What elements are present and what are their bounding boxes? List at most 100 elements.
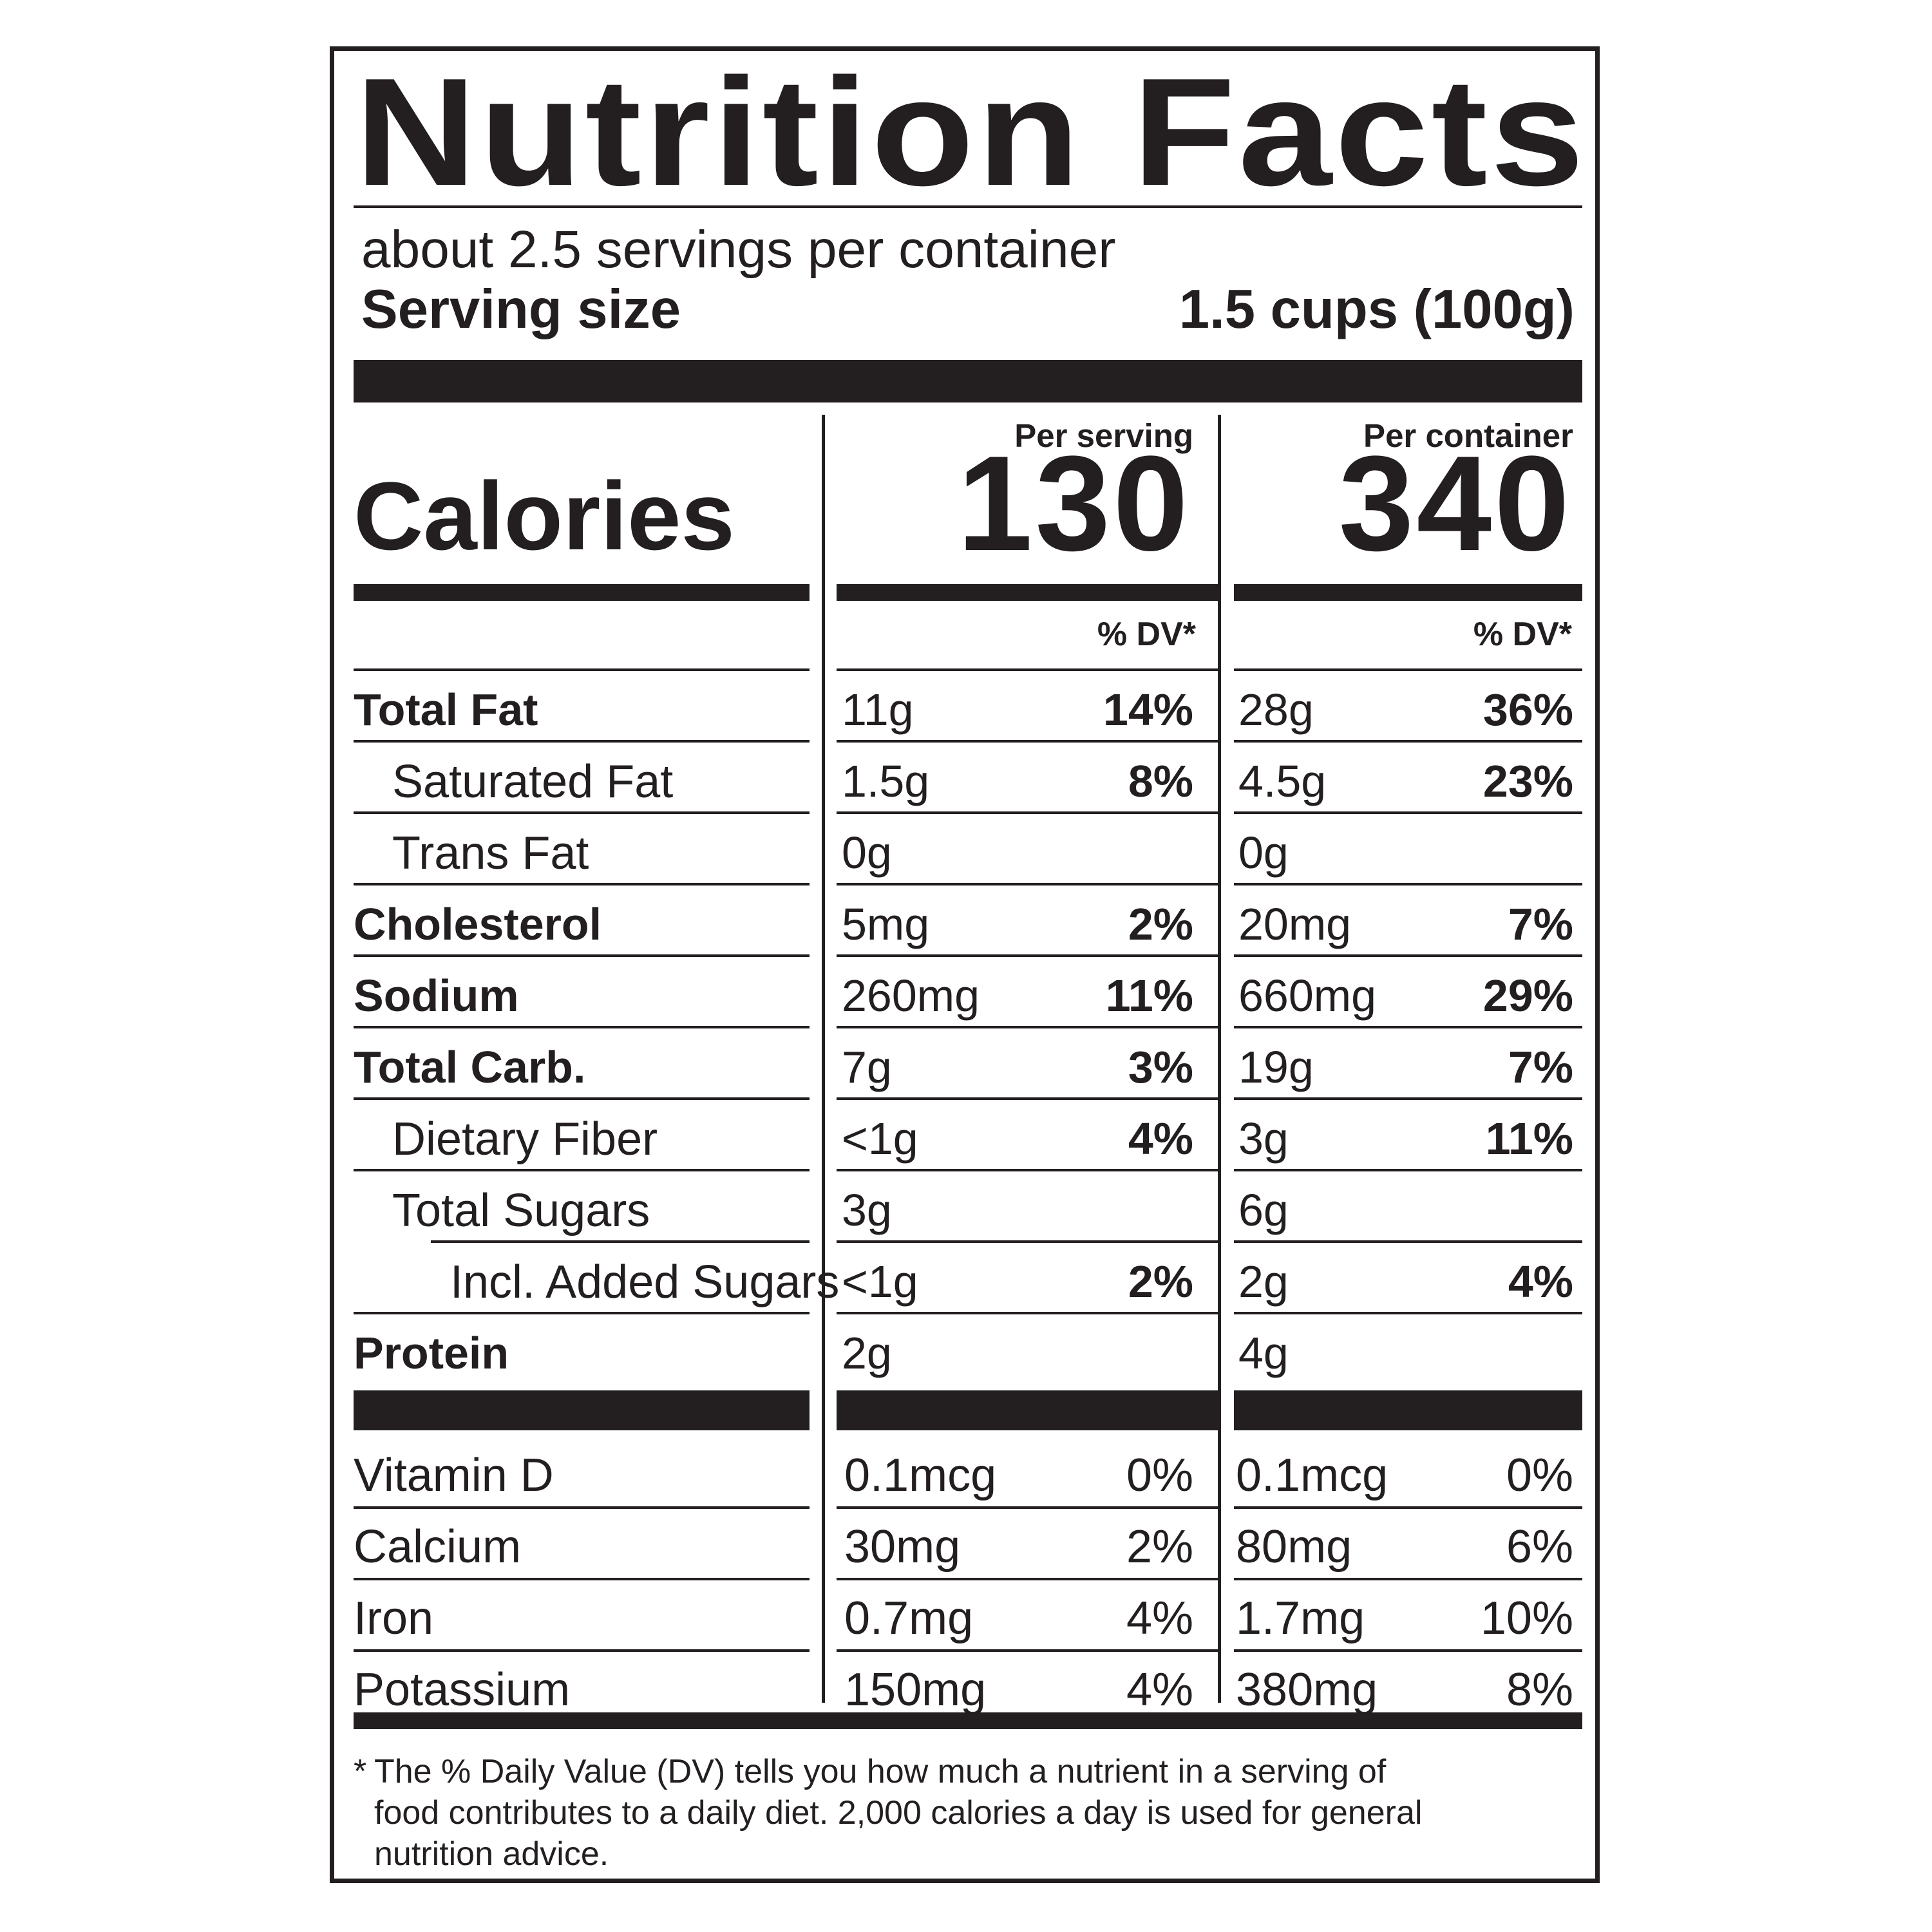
- vitamin-row: Potassium 150mg 4% 380mg 8%: [334, 1653, 1595, 1725]
- row-divider: [1234, 1240, 1582, 1243]
- nutrient-name: Trans Fat: [392, 828, 589, 879]
- nutrient-name: Incl. Added Sugars: [450, 1256, 840, 1308]
- nutrient-row: Total Fat 11g 14% 28g 36%: [334, 672, 1595, 744]
- vitamin-name: Iron: [354, 1593, 434, 1644]
- container-amount: 80mg: [1236, 1521, 1352, 1573]
- vitamins-divider-serving: [837, 1390, 1218, 1430]
- serving-dv: 8%: [1128, 756, 1193, 806]
- calories-per-container: 340: [1338, 428, 1572, 579]
- calories-divider-serving: [837, 584, 1218, 601]
- footnote-line: The % Daily Value (DV) tells you how muc…: [374, 1753, 1387, 1790]
- container-amount: 1.7mg: [1236, 1593, 1365, 1644]
- container-dv: 36%: [1482, 685, 1573, 735]
- row-divider: [1234, 811, 1582, 814]
- row-divider: [1234, 1097, 1582, 1100]
- container-dv: 0%: [1506, 1450, 1573, 1501]
- column-divider-serving: [822, 415, 825, 1703]
- dv-header-container: % DV*: [1473, 616, 1572, 653]
- title-divider: [354, 205, 1582, 208]
- container-amount: 0.1mcg: [1236, 1450, 1388, 1501]
- row-divider: [837, 883, 1218, 886]
- nutrient-row: Saturated Fat 1.5g 8% 4.5g 23%: [334, 744, 1595, 815]
- row-divider: [1234, 1649, 1582, 1652]
- nutrient-name: Protein: [354, 1328, 509, 1378]
- container-dv: 23%: [1482, 756, 1573, 806]
- thick-divider-top: [354, 360, 1582, 402]
- column-divider-container: [1218, 415, 1221, 1703]
- vitamins-divider-container: [1234, 1390, 1582, 1430]
- row-divider: [837, 740, 1218, 743]
- serving-amount: <1g: [842, 1113, 918, 1164]
- serving-dv: 2%: [1126, 1521, 1193, 1573]
- serving-dv: 3%: [1128, 1042, 1193, 1092]
- nutrient-row: Trans Fat 0g 0g: [334, 815, 1595, 887]
- container-amount: 20mg: [1238, 899, 1352, 949]
- row-divider: [1234, 740, 1582, 743]
- container-amount: 6g: [1238, 1185, 1289, 1235]
- row-divider: [837, 1169, 1218, 1171]
- row-divider: [837, 1506, 1218, 1509]
- serving-amount: 30mg: [844, 1521, 961, 1573]
- nutrient-name: Sodium: [354, 971, 519, 1021]
- per-container-header: Per container: [1363, 417, 1573, 454]
- row-divider: [1234, 668, 1582, 671]
- row-divider: [354, 1578, 810, 1580]
- container-amount: 28g: [1238, 685, 1314, 735]
- row-divider: [354, 883, 810, 886]
- serving-amount: 3g: [842, 1185, 892, 1235]
- vitamin-name: Potassium: [354, 1664, 571, 1716]
- row-divider: [354, 1026, 810, 1028]
- nutrient-name: Saturated Fat: [392, 756, 674, 808]
- row-divider: [354, 1506, 810, 1509]
- footnote-line: nutrition advice.: [374, 1835, 609, 1873]
- row-divider: [354, 740, 810, 743]
- serving-dv: 11%: [1105, 971, 1193, 1021]
- thick-divider-bottom: [354, 1712, 1582, 1729]
- nutrient-row: Cholesterol 5mg 2% 20mg 7%: [334, 887, 1595, 958]
- row-divider: [1234, 954, 1582, 957]
- vitamin-name: Vitamin D: [354, 1450, 554, 1501]
- panel-title: Nutrition Facts: [355, 47, 1587, 218]
- serving-dv: 2%: [1128, 899, 1193, 949]
- row-divider: [1234, 1578, 1582, 1580]
- row-divider: [837, 1026, 1218, 1028]
- nutrient-name: Total Carb.: [354, 1042, 586, 1092]
- footnote-marker: *: [354, 1753, 367, 1790]
- calories-divider-container: [1234, 584, 1582, 601]
- serving-dv: 2%: [1128, 1256, 1193, 1307]
- nutrient-name: Total Fat: [354, 685, 538, 735]
- servings-per-container: about 2.5 servings per container: [361, 220, 1116, 279]
- container-dv: 10%: [1480, 1593, 1573, 1644]
- serving-amount: <1g: [842, 1256, 918, 1307]
- container-amount: 3g: [1238, 1113, 1289, 1164]
- container-amount: 4.5g: [1238, 756, 1327, 806]
- container-dv: 6%: [1506, 1521, 1573, 1573]
- serving-size-value: 1.5 cups (100g): [1179, 279, 1575, 340]
- serving-size-label: Serving size: [361, 279, 681, 340]
- container-dv: 7%: [1508, 899, 1573, 949]
- container-amount: 19g: [1238, 1042, 1314, 1092]
- serving-amount: 260mg: [842, 971, 980, 1021]
- serving-dv: 4%: [1128, 1113, 1193, 1164]
- row-divider: [837, 1649, 1218, 1652]
- row-divider: [837, 811, 1218, 814]
- nutrient-row: Sodium 260mg 11% 660mg 29%: [334, 958, 1595, 1030]
- container-amount: 380mg: [1236, 1664, 1378, 1716]
- serving-amount: 1.5g: [842, 756, 930, 806]
- row-divider: [837, 954, 1218, 957]
- nutrient-name: Dietary Fiber: [392, 1113, 658, 1165]
- vitamin-row: Calcium 30mg 2% 80mg 6%: [334, 1510, 1595, 1582]
- serving-amount: 2g: [842, 1328, 892, 1378]
- row-divider: [1234, 1312, 1582, 1314]
- row-divider: [354, 811, 810, 814]
- serving-dv: 4%: [1126, 1664, 1193, 1716]
- container-dv: 8%: [1506, 1664, 1573, 1716]
- serving-amount: 0.7mg: [844, 1593, 974, 1644]
- serving-dv: 14%: [1103, 685, 1193, 735]
- per-serving-header: Per serving: [1014, 417, 1193, 454]
- row-divider: [354, 1097, 810, 1100]
- row-divider: [837, 668, 1218, 671]
- row-divider: [354, 1169, 810, 1171]
- serving-amount: 7g: [842, 1042, 892, 1092]
- container-dv: 7%: [1508, 1042, 1573, 1092]
